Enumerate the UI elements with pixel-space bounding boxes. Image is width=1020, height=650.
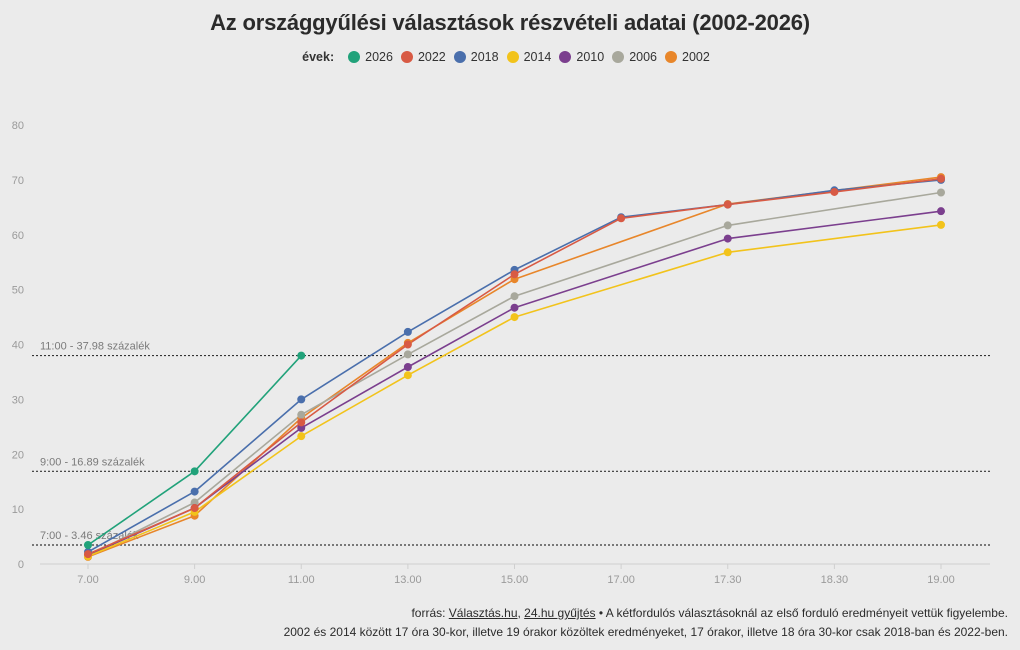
reference-line-label: 7:00 - 3.46 százalék xyxy=(40,530,139,542)
data-point-2026 xyxy=(84,541,92,550)
footer-note-1: • A kétfordulós választásoknál az első f… xyxy=(595,606,1008,620)
line-chart: 0 10 20 30 40 50 60 70 80 7.00 9.00 11.00 13.00 15.0… xyxy=(12,120,992,586)
footer-separator: , xyxy=(517,606,525,620)
data-point-2022 xyxy=(510,270,519,279)
series-lines xyxy=(87,176,942,558)
data-point-2010 xyxy=(937,207,945,216)
data-point-2006 xyxy=(937,188,945,197)
source-footer: forrás: Választás.hu, 24.hu gyűjtés • A … xyxy=(8,604,1008,642)
series-line-2022 xyxy=(87,178,942,555)
data-point-2018 xyxy=(297,395,306,404)
x-tick-label: 17.00 xyxy=(607,574,635,586)
data-point-2022 xyxy=(617,214,626,223)
data-point-2010 xyxy=(510,303,519,312)
data-point-2022 xyxy=(190,504,199,513)
series-line-2006 xyxy=(87,191,942,557)
legend-item-2010[interactable]: 2010 xyxy=(559,50,604,64)
legend-swatch-2014 xyxy=(506,51,519,63)
data-point-2014 xyxy=(510,313,519,322)
data-point-2022 xyxy=(297,418,306,427)
chart-title: Az országgyűlési választások részvételi … xyxy=(210,10,810,35)
series-line-2002 xyxy=(87,176,942,558)
data-point-2022 xyxy=(937,174,945,183)
legend-item-2022[interactable]: 2022 xyxy=(400,50,446,64)
legend-label-2006: 2006 xyxy=(629,50,658,64)
data-point-2010 xyxy=(723,234,732,243)
legend-swatch-2022 xyxy=(400,51,413,63)
legend-label-2018: 2018 xyxy=(470,50,499,64)
data-point-2006 xyxy=(510,292,519,301)
y-tick-label: 20 xyxy=(12,449,24,461)
data-point-2014 xyxy=(723,248,732,257)
series-line-2010 xyxy=(87,210,942,556)
reference-lines: 11:00 - 37.98 százalék 9:00 - 16.89 száza… xyxy=(32,341,992,546)
data-point-2022 xyxy=(84,550,92,559)
legend-label-2014: 2014 xyxy=(523,50,552,64)
data-point-2022 xyxy=(403,340,412,349)
reference-line-label: 9:00 - 16.89 százalék xyxy=(40,456,145,468)
legend-item-2002[interactable]: 2002 xyxy=(665,50,710,64)
legend-item-2026[interactable]: 2026 xyxy=(348,50,393,64)
data-point-2026 xyxy=(190,467,199,476)
footer-line-1: forrás: Választás.hu, 24.hu gyűjtés • A … xyxy=(8,604,1008,623)
data-point-2022 xyxy=(723,200,732,209)
data-point-2010 xyxy=(403,362,412,371)
legend-swatch-2026 xyxy=(348,51,361,63)
data-point-2018 xyxy=(190,487,199,496)
y-tick-label: 80 xyxy=(12,120,24,132)
data-point-2018 xyxy=(403,327,412,336)
legend: évek: 2026 2022 2018 2014 2010 2006 2002 xyxy=(0,50,1020,64)
data-point-2006 xyxy=(190,498,199,507)
legend-title: évek: xyxy=(302,50,335,64)
legend-label-2010: 2010 xyxy=(576,50,605,64)
legend-item-2014[interactable]: 2014 xyxy=(506,50,552,64)
x-tick-label: 18.30 xyxy=(821,574,849,586)
legend-swatch-2018 xyxy=(453,51,466,63)
data-point-2022 xyxy=(830,187,839,196)
x-tick-label: 9.00 xyxy=(184,574,205,586)
data-point-2006 xyxy=(723,221,732,230)
legend-swatch-2010 xyxy=(559,51,572,63)
y-tick-label: 60 xyxy=(12,230,24,242)
reference-line-label: 11:00 - 37.98 százalék xyxy=(40,341,150,353)
y-tick-label: 40 xyxy=(12,340,24,352)
data-point-2010 xyxy=(297,423,306,432)
y-tick-label: 0 xyxy=(18,559,24,571)
y-tick-label: 50 xyxy=(12,285,24,297)
legend-label-2026: 2026 xyxy=(365,50,393,64)
x-tick-label: 11.00 xyxy=(288,574,315,586)
x-tick-label: 13.00 xyxy=(394,574,422,586)
data-point-2014 xyxy=(403,371,412,380)
y-tick-label: 70 xyxy=(12,175,24,187)
x-tick-label: 15.00 xyxy=(501,574,529,586)
y-tick-label: 10 xyxy=(12,504,24,516)
x-tick-label: 7.00 xyxy=(77,574,98,586)
source-link-valasztas[interactable]: Választás.hu xyxy=(448,606,518,620)
x-tick-label: 19.00 xyxy=(927,574,955,586)
data-point-2014 xyxy=(297,432,306,441)
series-points xyxy=(84,173,945,561)
footer-prefix: forrás: xyxy=(411,606,449,620)
legend-item-2006[interactable]: 2006 xyxy=(612,50,657,64)
y-tick-label: 30 xyxy=(12,394,24,406)
legend-item-2018[interactable]: 2018 xyxy=(453,50,499,64)
data-point-2006 xyxy=(297,410,306,419)
footer-line-2: 2002 és 2014 között 17 óra 30-kor, illet… xyxy=(283,625,1008,639)
legend-swatch-2002 xyxy=(665,51,678,63)
x-tick-label: 17.30 xyxy=(714,574,742,586)
data-point-2026 xyxy=(297,351,306,360)
legend-label-2002: 2002 xyxy=(682,50,710,64)
legend-label-2022: 2022 xyxy=(417,50,446,64)
source-link-24hu[interactable]: 24.hu gyűjtés xyxy=(524,606,596,620)
legend-swatch-2006 xyxy=(612,51,625,63)
data-point-2014 xyxy=(937,220,945,229)
y-axis: 0 10 20 30 40 50 60 70 80 xyxy=(12,120,24,571)
data-point-2006 xyxy=(403,350,412,359)
x-axis: 7.00 9.00 11.00 13.00 15.00 17.00 17.30 18.30 19… xyxy=(40,563,990,586)
